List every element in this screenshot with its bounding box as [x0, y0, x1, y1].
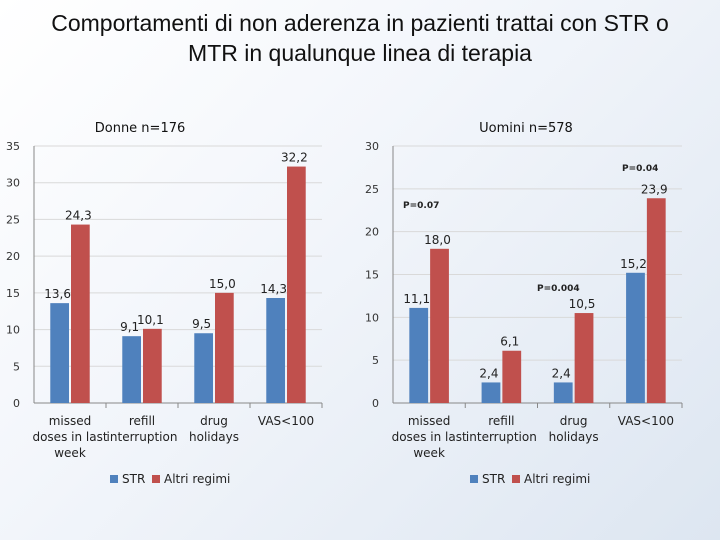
chart1-category-label: week	[54, 446, 86, 460]
chart2-bar-str	[626, 272, 645, 403]
chart2-category-label: doses in last	[392, 430, 467, 444]
chart2-bar-altri-regimi	[430, 248, 449, 403]
chart1-data-label: 32,2	[281, 151, 308, 165]
chart1-bar-str	[194, 333, 213, 403]
chart1-data-label: 13,6	[44, 287, 71, 301]
chart2-bar-str	[481, 382, 501, 403]
chart1-ytick-label: 30	[6, 177, 20, 190]
chart1-bar-str	[122, 336, 141, 403]
slide-title-line-2: MTR in qualunque linea di terapia	[188, 40, 532, 66]
chart2-category-label: VAS<100	[618, 414, 674, 428]
chart1-legend-swatch-altri-regimi	[152, 475, 160, 483]
chart1-ytick-label: 25	[6, 213, 20, 226]
chart2-category-label: holidays	[549, 430, 599, 444]
chart2-ytick-label: 10	[365, 311, 379, 324]
chart1-ytick-label: 0	[13, 397, 20, 410]
chart2-ytick-label: 25	[365, 183, 379, 196]
chart2-annotation-pvalue: P=0.004	[537, 284, 580, 294]
chart2-category-label: week	[413, 446, 445, 460]
chart1-data-label: 24,3	[65, 209, 92, 223]
chart1-ytick-label: 35	[6, 140, 20, 153]
chart1-category-label: interruption	[107, 430, 178, 444]
chart2-data-label: 10,5	[569, 297, 596, 311]
chart1-category-label: doses in last	[32, 430, 107, 444]
chart2-data-label: 15,2	[620, 257, 647, 271]
chart1-bar-str	[266, 297, 285, 403]
chart2-data-label: 11,1	[403, 292, 430, 306]
slide-title-line-1: Comportamenti di non aderenza in pazient…	[51, 10, 669, 36]
chart1-category-label: refill	[129, 414, 155, 428]
chart2-category-label: interruption	[466, 430, 537, 444]
chart1-bar-altri-regimi	[143, 328, 162, 403]
chart2-ytick-label: 5	[372, 354, 379, 367]
chart1-ytick-label: 5	[13, 360, 20, 373]
chart2-category-label: missed	[408, 414, 451, 428]
slide-title: Comportamenti di non aderenza in pazient…	[0, 8, 720, 68]
chart1-data-label: 10,1	[137, 313, 164, 327]
chart1-data-label: 9,1	[120, 320, 139, 334]
chart1-category-label: missed	[49, 414, 92, 428]
chart1-category-label: holidays	[189, 430, 239, 444]
chart1-bar-altri-regimi	[287, 166, 306, 403]
chart1-ytick-label: 15	[6, 287, 20, 300]
chart2-category-label: refill	[488, 414, 514, 428]
chart2-ytick-label: 15	[365, 269, 379, 282]
chart2-data-label: 6,1	[500, 335, 519, 349]
chart2-bar-altri-regimi	[574, 313, 594, 403]
chart2-legend-swatch-altri-regimi	[512, 475, 520, 483]
chart2-title: Uomini n=578	[479, 121, 573, 136]
chart2-data-label: 23,9	[641, 182, 668, 196]
chart2-annotation-pvalue: P=0.04	[622, 164, 658, 174]
chart2-bar-str	[409, 307, 429, 403]
chart2-ytick-label: 20	[365, 226, 379, 239]
chart1-ytick-label: 10	[6, 324, 20, 337]
chart1-bar-altri-regimi	[215, 292, 234, 403]
chart1-data-label: 14,3	[260, 282, 287, 296]
chart2-data-label: 2,4	[479, 366, 498, 380]
chart1-data-label: 9,5	[192, 317, 211, 331]
chart2-data-label: 2,4	[552, 366, 571, 380]
chart2-legend-label: STR	[482, 472, 505, 486]
chart2-legend-label: Altri regimi	[524, 472, 590, 486]
chart1-title: Donne n=176	[95, 121, 186, 136]
chart2-bar-altri-regimi	[646, 198, 666, 403]
chart2-legend-swatch-str	[470, 475, 478, 483]
chart2-bar-altri-regimi	[502, 350, 522, 403]
chart1-bar-str	[50, 303, 69, 403]
chart2-annotation-pvalue: P=0.07	[403, 201, 439, 211]
chart2-data-label: 18,0	[424, 233, 451, 247]
chart2-category-label: drug	[560, 414, 588, 428]
chart2-ytick-label: 0	[372, 397, 379, 410]
chart2-bar-str	[553, 382, 573, 403]
chart1-category-label: VAS<100	[258, 414, 314, 428]
chart1-category-label: drug	[200, 414, 228, 428]
chart1-legend-label: Altri regimi	[164, 472, 230, 486]
chart1-legend-label: STR	[122, 472, 145, 486]
chart1-data-label: 15,0	[209, 277, 236, 291]
chart2-ytick-label: 30	[365, 140, 379, 153]
chart1-bar-altri-regimi	[71, 224, 90, 403]
chart1-ytick-label: 20	[6, 250, 20, 263]
chart1-legend-swatch-str	[110, 475, 118, 483]
